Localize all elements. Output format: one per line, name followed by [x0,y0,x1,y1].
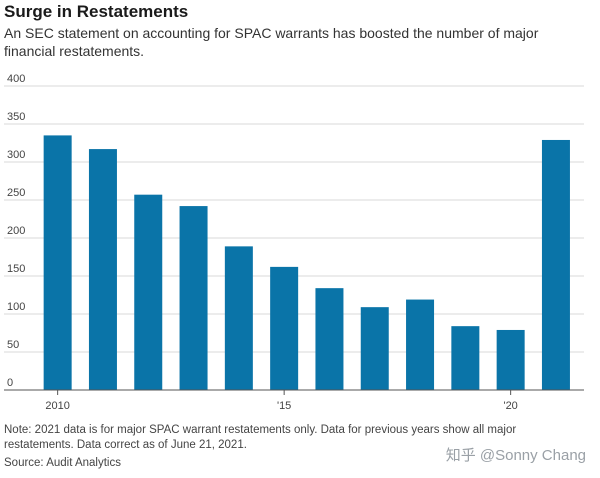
x-tick-label: '20 [503,400,517,412]
y-tick-label: 100 [7,301,25,313]
bar [541,139,570,390]
bar [406,299,435,390]
y-tick-label: 350 [7,111,25,123]
bar [496,329,525,390]
y-tick-label: 0 [7,377,13,389]
y-tick-label: 150 [7,263,25,275]
bar [451,326,480,390]
bar [315,288,344,390]
bar [270,266,299,390]
bar [360,307,389,390]
y-tick-label: 250 [7,187,25,199]
bar [224,246,253,390]
y-tick-label: 400 [7,73,25,85]
y-tick-label: 200 [7,225,25,237]
watermark: 知乎 @Sonny Chang [445,447,586,464]
chart-title: Surge in Restatements [4,2,189,21]
chart-note: Note: 2021 data is for major SPAC warran… [4,424,517,451]
x-tick-label: '15 [277,400,291,412]
y-tick-label: 50 [7,339,19,351]
bar [179,206,208,390]
bar [134,194,163,390]
chart-subtitle: An SEC statement on accounting for SPAC … [4,25,539,59]
bar [88,149,117,390]
bar [43,135,72,390]
x-tick-label: 2010 [45,400,69,412]
chart-source: Source: Audit Analytics [4,457,121,469]
y-tick-label: 300 [7,149,25,161]
